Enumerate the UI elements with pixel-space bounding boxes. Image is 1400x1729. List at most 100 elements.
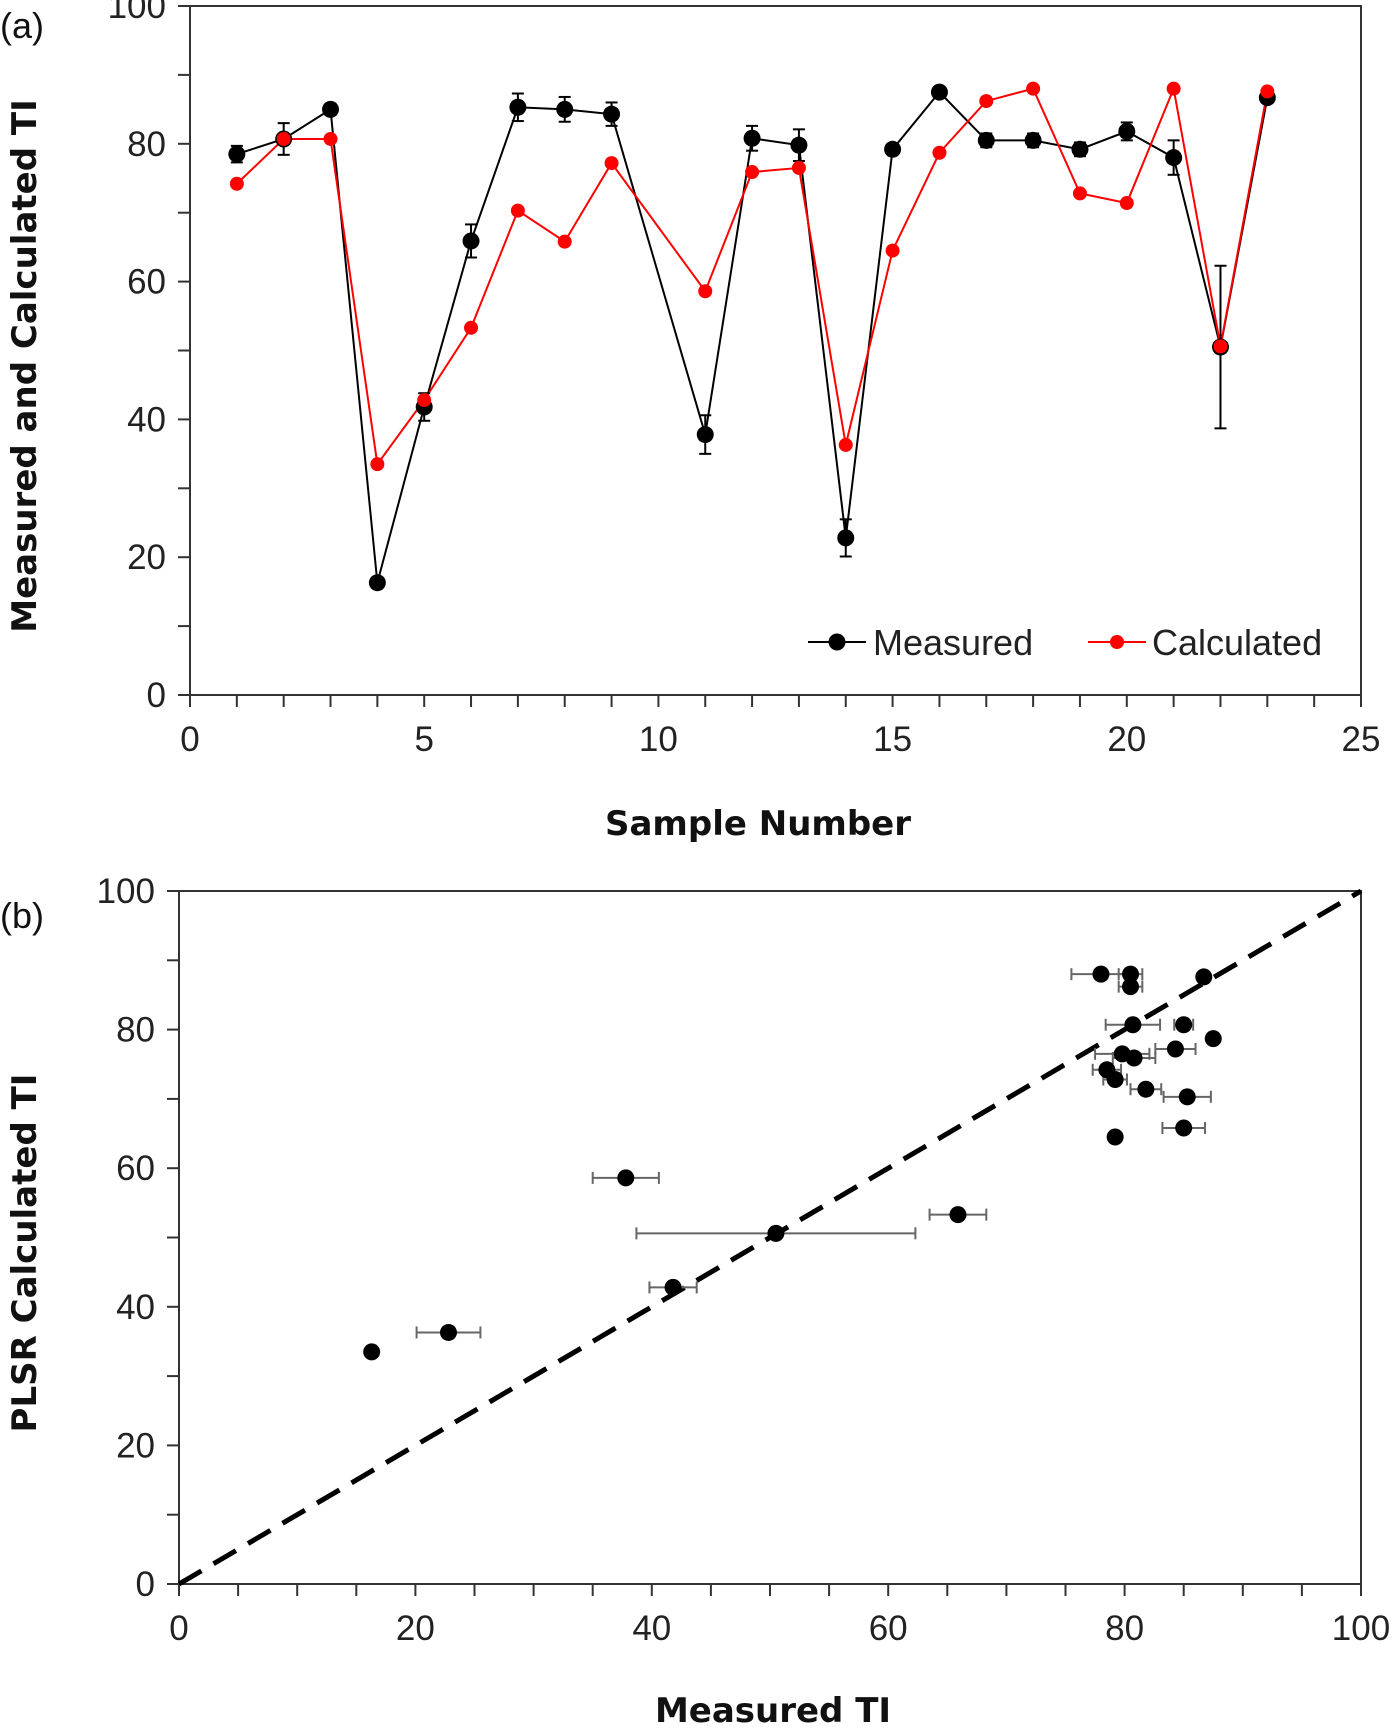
measured-point [322,100,340,118]
x-tick-label: 5 [414,720,433,759]
calculated-point [745,165,760,180]
measured-point [368,574,386,592]
measured-point [462,232,480,250]
measured-point [1024,131,1042,149]
x-tick-label: 20 [396,1609,435,1648]
scatter-point [1122,978,1140,996]
y-tick-label: 80 [116,1011,155,1050]
measured-point [743,129,761,147]
x-axis-title-a: Sample Number [605,804,911,844]
scatter-point [1195,968,1213,986]
measured-point [1165,149,1183,167]
calculated-line [236,85,1269,467]
measured-point [556,100,574,118]
plot-frame [189,5,1362,696]
x-tick-label: 20 [1107,720,1146,759]
scatter-point [949,1206,967,1224]
calculated-point [1072,186,1087,201]
measured-line [236,90,1269,583]
measured-point [603,105,621,123]
scatter-point [363,1343,381,1361]
calculated-point [791,160,806,175]
scatter-point [1137,1080,1155,1098]
calculated-point [838,437,853,452]
measured-point [790,136,808,154]
y-axis-title-a: Measured and Calculated TI [5,99,45,632]
scatter-point [617,1169,635,1187]
scatter-point [767,1224,785,1242]
calculated-point [1260,84,1275,99]
scatter-point [1106,1070,1124,1088]
y-tick-label: 20 [116,1426,155,1465]
calculated-point [276,131,291,146]
scatter-point [1106,1128,1124,1146]
y-tick-label: 20 [127,538,166,577]
measured-point [509,98,527,116]
calculated-point [510,203,525,218]
measured-point [884,140,902,158]
calculated-point [1166,81,1181,96]
calculated-point [932,145,947,160]
calculated-point [370,457,385,472]
scatter-point [1175,1119,1193,1137]
calculated-point [979,94,994,109]
scatter-point [1166,1040,1184,1058]
scatter-point [1122,965,1140,983]
y-tick-label: 100 [108,0,166,26]
calculated-point [698,284,713,299]
y-tick-label: 40 [116,1288,155,1327]
scatter-point [1113,1045,1131,1063]
y-tick-label: 0 [147,676,166,715]
calculated-point [323,131,338,146]
x-tick-label: 0 [169,1609,188,1648]
legend-measured-label: Measured [873,622,1033,663]
measured-point [930,83,948,101]
panel-label-b: (b) [0,895,44,936]
y-tick-label: 40 [127,400,166,439]
calculated-point [417,393,432,408]
calculated-point [1119,196,1134,211]
scatter-point [1204,1030,1222,1048]
y-tick-label: 0 [136,1565,155,1604]
calculated-point [885,243,900,258]
y-tick-label: 80 [127,125,166,164]
calculated-point [1026,81,1041,96]
y-tick-label: 60 [127,263,166,302]
legend-calculated-label: Calculated [1152,622,1322,663]
x-tick-label: 10 [639,720,678,759]
y-axis-title-b: PLSR Calculated TI [5,1074,45,1433]
measured-point [1071,140,1089,158]
panel-label-a: (a) [0,5,44,46]
legend-measured-marker [828,633,846,651]
x-tick-label: 15 [873,720,912,759]
calculated-point [464,320,479,335]
calculated-point [1213,339,1228,354]
calculated-point [604,156,619,171]
x-tick-label: 100 [1332,1609,1390,1648]
calculated-point [557,234,572,249]
measured-point [696,426,714,444]
scatter-point [1124,1016,1142,1034]
scatter-point [1092,965,1110,983]
measured-point [837,529,855,547]
y-tick-label: 100 [97,872,155,911]
legend-calculated-marker [1110,635,1124,649]
calculated-point [229,176,244,191]
x-axis-title-b: Measured TI [655,1691,891,1729]
scatter-point [1178,1088,1196,1106]
scatter-point [664,1278,682,1296]
scatter-point [1175,1016,1193,1034]
x-tick-label: 60 [869,1609,908,1648]
x-tick-label: 80 [1105,1609,1144,1648]
measured-point [228,145,246,163]
measured-point [977,131,995,149]
y-tick-label: 60 [116,1149,155,1188]
scatter-point [439,1323,457,1341]
chart-b: (b) Measured TI PLSR Calculated TI 0 20 40… [0,872,1390,1729]
measured-point [1118,122,1136,140]
x-tick-label: 0 [180,720,199,759]
x-tick-label: 40 [632,1609,671,1648]
x-tick-label: 25 [1342,720,1381,759]
chart-a: (a) Sample Number Measured and Calculate… [0,0,1380,844]
